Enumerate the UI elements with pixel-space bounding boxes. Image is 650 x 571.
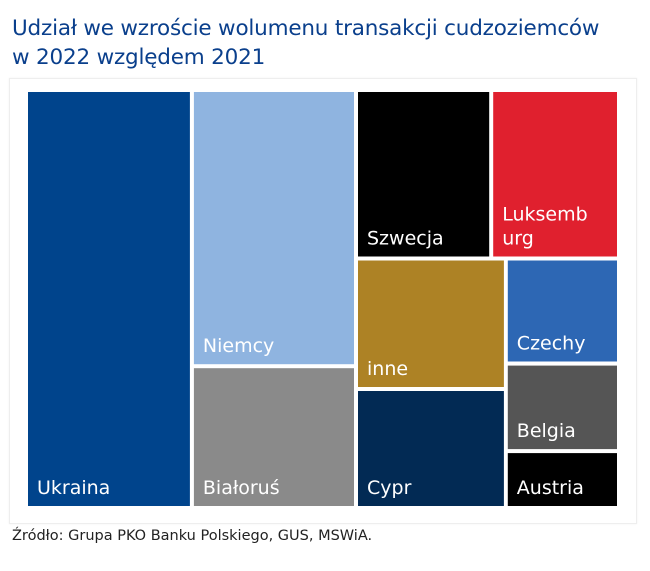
- treemap-label-luksemb-urg: Luksemb urg: [502, 204, 587, 250]
- treemap-label-line: Austria: [517, 477, 584, 499]
- treemap-rect-szwecja: [358, 92, 490, 257]
- treemap-label-ukraina: Ukraina: [37, 477, 110, 499]
- treemap-tile-belgia: Belgia: [507, 365, 617, 450]
- treemap-label-line: Cypr: [367, 477, 412, 499]
- treemap-tile-szwecja: Szwecja: [358, 92, 490, 257]
- treemap-rect-bialorus: [193, 368, 354, 506]
- treemap-label-line: Czechy: [517, 333, 586, 355]
- treemap-label-inne: inne: [367, 358, 408, 380]
- treemap-label-line: Belgia: [517, 420, 576, 442]
- treemap-tile-ukraina: Ukraina: [28, 92, 190, 506]
- treemap-rect-cypr: [358, 391, 504, 506]
- treemap-label-line: Ukraina: [37, 477, 110, 499]
- treemap-rect-luksemb-urg: [493, 92, 617, 257]
- treemap-tile-luksemb-urg: Luksemb urg: [493, 92, 617, 257]
- treemap-label-szwecja: Szwecja: [367, 228, 444, 250]
- treemap-label-line: Niemcy: [203, 335, 274, 357]
- treemap-tile-cypr: Cypr: [358, 391, 504, 506]
- treemap-label-cypr: Cypr: [367, 477, 412, 499]
- treemap-rect-belgia: [507, 365, 617, 450]
- treemap-label-niemcy: Niemcy: [203, 335, 274, 357]
- chart-title: Udział we wzroście wolumenu transakcji c…: [12, 14, 642, 72]
- treemap-label-line: Szwecja: [367, 228, 444, 250]
- treemap-label-czechy: Czechy: [517, 333, 586, 355]
- treemap-rect-czechy: [507, 260, 617, 362]
- treemap-tile-czechy: Czechy: [507, 260, 617, 362]
- treemap-label-belgia: Belgia: [517, 420, 576, 442]
- treemap-rect-ukraina: [28, 92, 190, 506]
- treemap-label-line: inne: [367, 358, 408, 380]
- source-note: Źródło: Grupa PKO Banku Polskiego, GUS, …: [12, 528, 373, 544]
- chart-title-line-2: w 2022 względem 2021: [12, 45, 266, 70]
- treemap-rect-inne: [358, 260, 504, 387]
- treemap-label-line: Białoruś: [203, 477, 280, 499]
- treemap-label-line: Luksemb: [502, 204, 587, 226]
- treemap-tile-inne: inne: [358, 260, 504, 387]
- treemap-tile-bialorus: Białoruś: [193, 368, 354, 506]
- treemap-label-bialorus: Białoruś: [203, 477, 280, 499]
- treemap-rect-austria: [507, 453, 617, 506]
- treemap-tile-austria: Austria: [507, 453, 617, 506]
- treemap-rect-niemcy: [193, 92, 354, 365]
- treemap-label-line: urg: [502, 228, 534, 250]
- treemap-tile-niemcy: Niemcy: [193, 92, 354, 365]
- chart-title-line-1: Udział we wzroście wolumenu transakcji c…: [12, 16, 600, 41]
- treemap-label-austria: Austria: [517, 477, 584, 499]
